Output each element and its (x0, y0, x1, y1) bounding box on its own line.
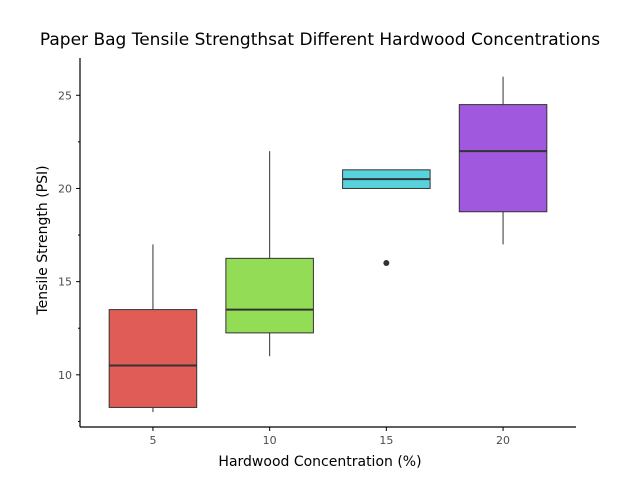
y-axis-label: Tensile Strength (PSI) (35, 165, 51, 315)
x-tick-label-15: 15 (379, 434, 393, 447)
box-10 (225, 257, 314, 334)
x-tick-label-10: 10 (263, 434, 277, 447)
y-tick-label-20: 20 (58, 182, 72, 195)
outlier-point-15-0 (383, 260, 390, 266)
box-group-15 (342, 169, 431, 266)
axes: 10 15 20 25 5 10 15 20 (58, 89, 510, 447)
y-tick-label-10: 10 (58, 369, 72, 382)
chart-title: Paper Bag Tensile Strengthsat Different … (40, 30, 600, 50)
y-tick-label-15: 15 (58, 276, 72, 289)
box-group-20 (458, 76, 548, 245)
x-tick-label-5: 5 (149, 434, 156, 447)
box-5 (108, 309, 198, 408)
box-20 (458, 104, 548, 213)
x-tick-label-20: 20 (496, 434, 510, 447)
plot-area (108, 76, 548, 413)
x-axis-label: Hardwood Concentration (%) (218, 454, 421, 470)
y-tick-label-25: 25 (58, 89, 72, 102)
box-group-10 (225, 151, 314, 357)
box-group-5 (108, 244, 198, 413)
